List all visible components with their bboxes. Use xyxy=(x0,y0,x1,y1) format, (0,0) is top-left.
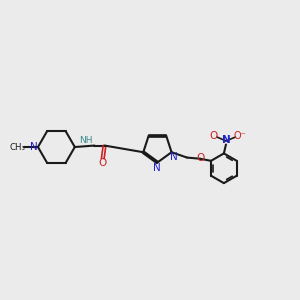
Text: N: N xyxy=(30,142,38,152)
Text: O: O xyxy=(99,158,107,168)
Text: O: O xyxy=(196,153,205,163)
Text: NH: NH xyxy=(79,136,93,145)
Text: N: N xyxy=(222,135,231,145)
Text: CH₃: CH₃ xyxy=(9,142,25,152)
Text: O⁻: O⁻ xyxy=(234,131,246,141)
Text: N: N xyxy=(170,152,178,162)
Text: O: O xyxy=(209,131,217,141)
Text: N: N xyxy=(153,163,161,172)
